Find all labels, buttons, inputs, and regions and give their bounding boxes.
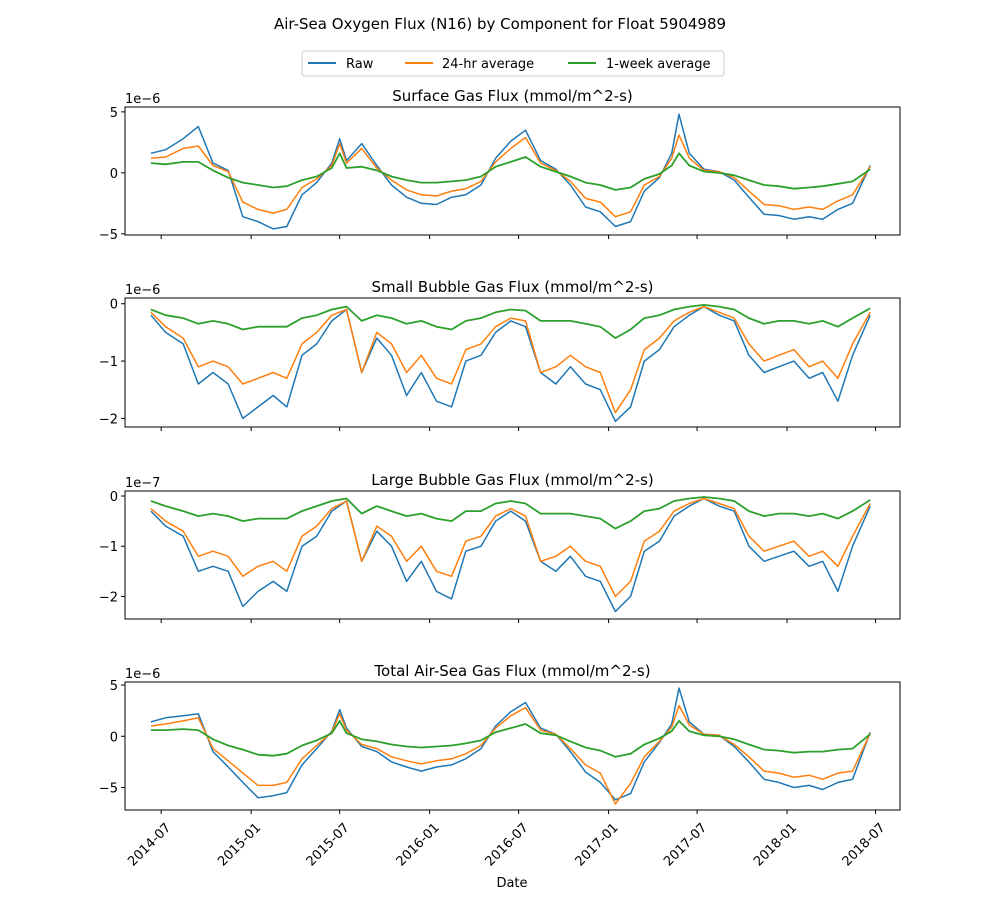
panel-4-line-1week: [150, 720, 871, 758]
legend-frame: [301, 50, 725, 77]
panel-3-frame: [124, 490, 901, 620]
legend-entry-raw: Raw: [308, 57, 374, 72]
panel-2-series: [150, 303, 871, 423]
panel-1: Surface Gas Flux (mmol/m^2-s) 1e−6 5 0 −5: [99, 87, 901, 243]
legend-entry-1week: 1-week average: [568, 57, 710, 72]
panel-3-line-1week: [150, 496, 871, 530]
panel-4-ytick-label-0: 5: [110, 679, 118, 694]
panel-1-series: [150, 113, 871, 230]
x-tick-label-1: 2015-01: [215, 820, 264, 869]
x-tick-label-5: 2017-01: [573, 820, 622, 869]
figure-title: Air-Sea Oxygen Flux (N16) by Component f…: [274, 15, 726, 33]
panel-4-series: [150, 687, 871, 805]
panel-3-title: Large Bubble Gas Flux (mmol/m^2-s): [371, 471, 654, 489]
x-tick-label-7: 2018-01: [751, 820, 800, 869]
x-tick-label-3: 2016-01: [394, 820, 443, 869]
panel-4-ytick-label-1: 0: [110, 730, 118, 745]
x-axis-ticks: 2014-07 2015-01 2015-07 2016-01 2016-07 2017-…: [125, 820, 888, 869]
panel-1-offset-text: 1e−6: [125, 92, 160, 107]
panel-3-line-raw: [150, 497, 871, 613]
panel-3-ytick-label-1: −1: [99, 540, 118, 555]
panel-2-line-24hr: [150, 305, 871, 414]
legend-entry-24hr: 24-hr average: [405, 57, 534, 72]
panel-3: Large Bubble Gas Flux (mmol/m^2-s) 1e−7 0 −…: [99, 471, 901, 623]
panel-1-line-raw: [150, 113, 871, 230]
legend-label-raw: Raw: [346, 57, 374, 72]
panel-1-title: Surface Gas Flux (mmol/m^2-s): [392, 87, 633, 105]
panel-1-ytick-label-2: −5: [99, 228, 118, 243]
panels: Surface Gas Flux (mmol/m^2-s) 1e−6 5 0 −5 Sma…: [99, 87, 901, 814]
panel-2-offset-text: 1e−6: [125, 283, 160, 298]
panel-3-offset-text: 1e−7: [125, 476, 160, 491]
panel-1-ytick-label-1: 0: [110, 167, 118, 182]
x-axis-label: Date: [496, 876, 527, 891]
x-tick-label-6: 2017-07: [661, 820, 710, 869]
panel-3-ytick-label-2: −2: [99, 590, 118, 605]
panel-3-line-24hr: [150, 497, 871, 598]
panel-3-ytick-label-0: 0: [110, 490, 118, 505]
legend-label-1week: 1-week average: [606, 57, 710, 72]
panel-4-ytick-label-2: −5: [99, 781, 118, 796]
panel-4-line-raw: [150, 687, 871, 801]
panel-2-title: Small Bubble Gas Flux (mmol/m^2-s): [371, 278, 653, 296]
panel-4-offset-text: 1e−6: [125, 667, 160, 682]
panel-4-frame: [124, 681, 901, 811]
panel-1-line-24hr: [150, 134, 871, 218]
panel-3-series: [150, 496, 871, 613]
panel-2-ytick-label-0: 0: [110, 298, 118, 313]
panel-2: Small Bubble Gas Flux (mmol/m^2-s) 1e−6 0 −…: [99, 278, 901, 431]
panel-4: Total Air-Sea Gas Flux (mmol/m^2-s) 1e−6 5…: [99, 662, 901, 814]
legend: Raw 24-hr average 1-week average: [301, 50, 725, 77]
panel-2-line-1week: [150, 303, 871, 340]
x-tick-label-0: 2014-07: [125, 820, 174, 869]
x-tick-label-4: 2016-07: [483, 820, 532, 869]
panel-2-frame: [124, 297, 901, 428]
panel-4-title: Total Air-Sea Gas Flux (mmol/m^2-s): [373, 662, 650, 680]
panel-1-ytick-label-0: 5: [110, 106, 118, 121]
x-tick-label-8: 2018-07: [840, 820, 889, 869]
panel-1-line-1week: [150, 152, 871, 191]
panel-4-line-24hr: [150, 704, 871, 805]
panel-2-ytick-label-1: −1: [99, 355, 118, 370]
panel-2-line-raw: [150, 305, 871, 423]
panel-1-frame: [124, 106, 901, 236]
x-tick-label-2: 2015-07: [304, 820, 353, 869]
legend-label-24hr: 24-hr average: [442, 57, 534, 72]
panel-2-ytick-label-2: −2: [99, 412, 118, 427]
